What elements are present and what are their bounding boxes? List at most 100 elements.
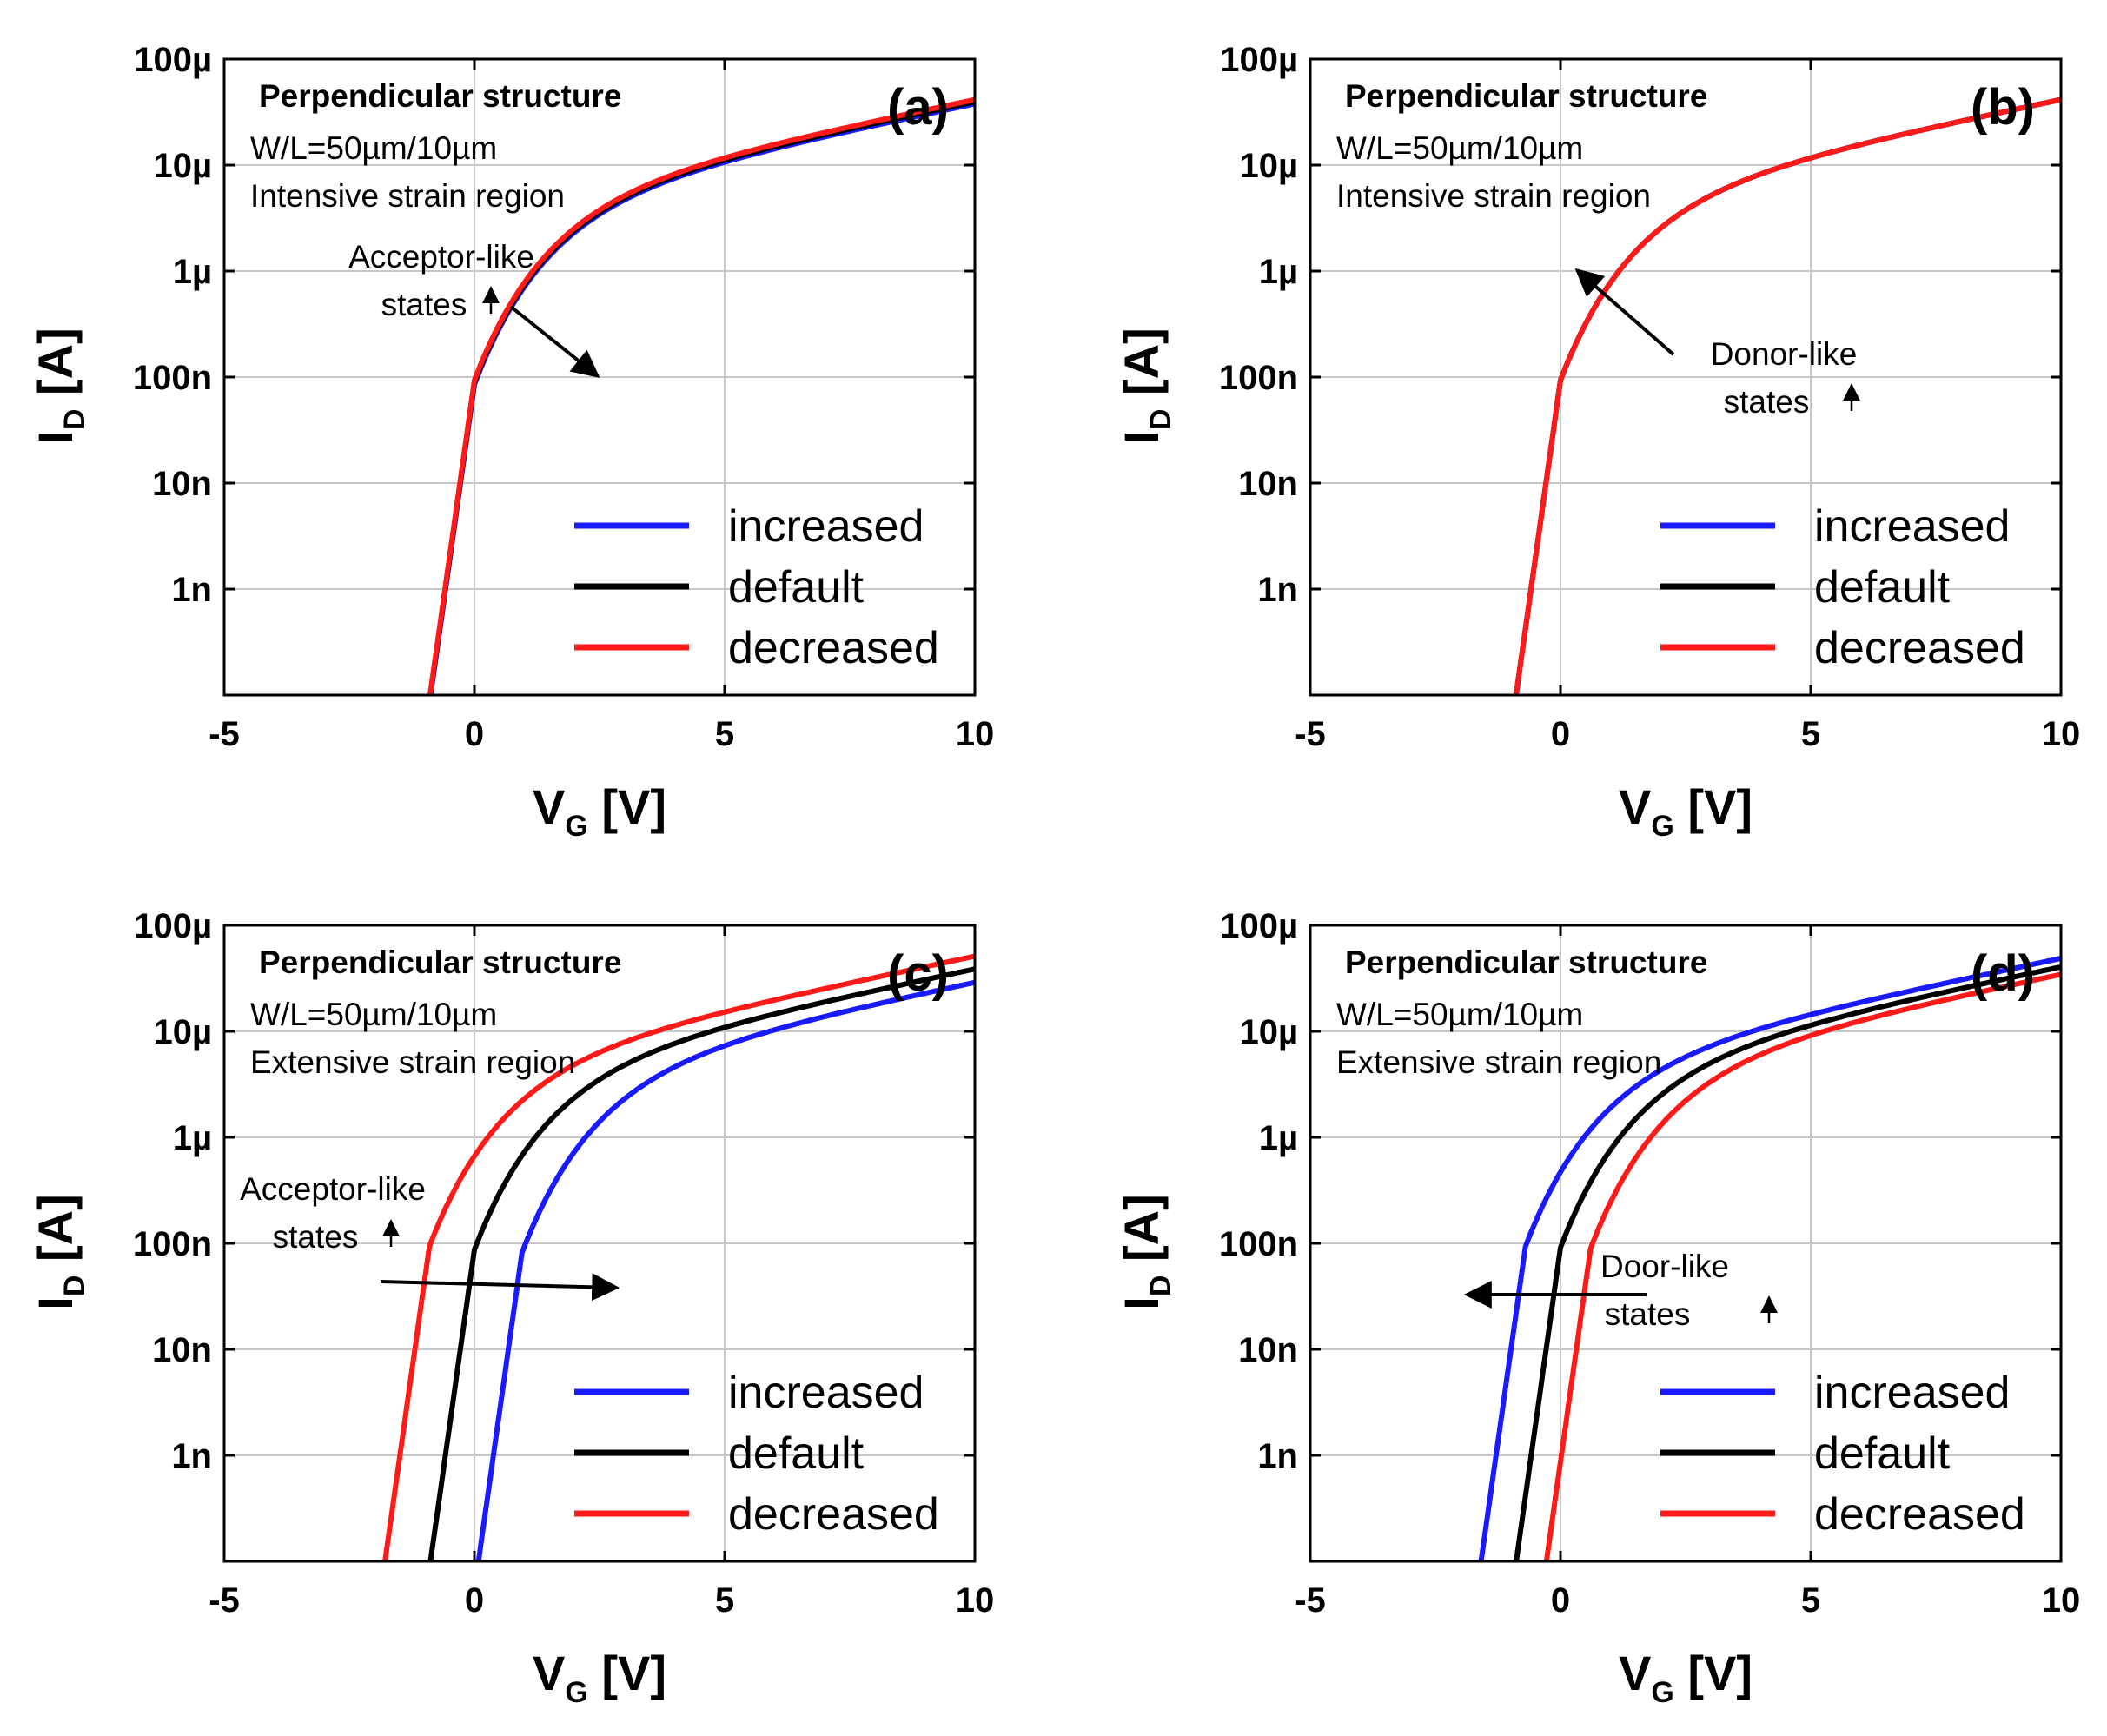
x-tick-label: 5	[715, 1581, 734, 1620]
arrow-text-line1: Acceptor-like	[240, 1171, 426, 1207]
x-tick-label: 5	[1801, 715, 1820, 753]
curves	[382, 953, 975, 1561]
y-tick-label: 1µ	[173, 253, 212, 291]
series-line-decreased	[1543, 971, 2061, 1561]
panel-b: -5 0 5 10 100µ 10µ 1µ 100n 10n 1n VG [V] ID [A] Perp…	[1114, 41, 2080, 843]
legend-label-increased: increased	[728, 1368, 924, 1418]
curves	[1478, 955, 2061, 1561]
y-tick-label: 10n	[1238, 465, 1298, 503]
series-line-increased	[1478, 955, 2061, 1561]
y-tick-label: 10µ	[153, 1013, 212, 1051]
wl-label: W/L=50µm/10µm	[1336, 130, 1583, 166]
x-tick-label: 10	[2042, 715, 2081, 753]
region-label: Intensive strain region	[250, 178, 565, 214]
arrow-text-line2: states	[1724, 384, 1810, 420]
legend-label-default: default	[1814, 1428, 1951, 1479]
y-tick-label: 1n	[1257, 1437, 1298, 1475]
y-tick-label: 1µ	[1259, 1119, 1298, 1157]
wl-label: W/L=50µm/10µm	[1336, 997, 1583, 1032]
y-axis-label: ID [A]	[1114, 1194, 1177, 1309]
x-tick-label: 10	[2042, 1581, 2081, 1620]
grid	[1310, 59, 2061, 695]
legend-label-default: default	[1814, 562, 1951, 613]
legend: increased default decreased	[1660, 1368, 2025, 1540]
legend-label-default: default	[728, 562, 865, 613]
legend: increased default decreased	[574, 1368, 939, 1540]
y-tick-label: 1n	[171, 1437, 212, 1475]
x-tick-label: 0	[465, 1581, 484, 1620]
legend: increased default decreased	[574, 501, 939, 673]
x-tick-label: 0	[1551, 715, 1570, 753]
y-tick-label: 10µ	[1239, 147, 1298, 185]
y-tick-label: 10n	[152, 465, 212, 503]
wl-label: W/L=50µm/10µm	[250, 997, 497, 1032]
y-axis-label: ID [A]	[1114, 328, 1177, 443]
panel-label: (b)	[1971, 79, 2035, 136]
x-axis-label: VG [V]	[1619, 1646, 1753, 1709]
panel-label: (a)	[887, 79, 949, 136]
y-tick-label: 1µ	[173, 1119, 212, 1157]
series-line-default	[1514, 964, 2061, 1561]
panel-d: -5 0 5 10 100µ 10µ 1µ 100n 10n 1n VG [V] ID [A] Perp…	[1114, 907, 2080, 1709]
y-tick-label: 100n	[1219, 359, 1298, 397]
shift-arrow	[1574, 268, 1675, 356]
arrow-text-line1: Acceptor-like	[348, 239, 534, 275]
arrow-annotation: Donor-like states	[1574, 268, 1860, 420]
x-tick-label: 5	[715, 715, 734, 753]
arrow-annotation: Acceptor-like states	[348, 239, 600, 378]
y-tick-label: 100n	[133, 359, 212, 397]
arrow-text-line1: Door-like	[1600, 1249, 1729, 1284]
curves	[427, 96, 975, 695]
panel-label: (d)	[1971, 945, 2035, 1002]
arrow-annotation: Door-like states	[1463, 1249, 1778, 1332]
region-label: Intensive strain region	[1336, 178, 1651, 214]
x-tick-label: -5	[1295, 715, 1326, 753]
y-tick-label: 100n	[133, 1225, 212, 1263]
structure-label: Perpendicular structure	[1345, 944, 1707, 980]
panel-label: (c)	[887, 945, 949, 1002]
region-label: Extensive strain region	[250, 1044, 575, 1080]
series-line-default	[427, 966, 975, 1561]
arrow-text-line2: states	[381, 287, 467, 322]
x-tick-label: 10	[956, 1581, 995, 1620]
y-tick-label: 1n	[1257, 571, 1298, 609]
legend-label-decreased: decreased	[728, 623, 939, 673]
panel-c: -5 0 5 10 100µ 10µ 1µ 100n 10n 1n VG [V] ID [A] Perp…	[28, 907, 994, 1709]
y-tick-label: 1µ	[1259, 253, 1298, 291]
arrow-text-line2: states	[1605, 1296, 1691, 1332]
series-line-decreased	[427, 96, 975, 695]
y-tick-label: 100µ	[134, 907, 212, 945]
legend-label-increased: increased	[1814, 1368, 2010, 1418]
legend-label-increased: increased	[728, 501, 924, 552]
y-axis-label: ID [A]	[28, 328, 91, 443]
structure-label: Perpendicular structure	[1345, 78, 1707, 114]
y-tick-label: 10µ	[153, 147, 212, 185]
region-label: Extensive strain region	[1336, 1044, 1661, 1080]
legend-label-increased: increased	[1814, 501, 2010, 552]
x-tick-label: 5	[1801, 1581, 1820, 1620]
arrow-text-line2: states	[273, 1219, 359, 1255]
shift-arrow	[380, 1273, 620, 1302]
x-axis-label: VG [V]	[533, 1646, 666, 1709]
arrow-text-line1: Donor-like	[1711, 336, 1858, 372]
series-line-increased	[475, 979, 975, 1561]
x-tick-label: -5	[1295, 1581, 1326, 1620]
structure-label: Perpendicular structure	[259, 944, 621, 980]
structure-label: Perpendicular structure	[259, 78, 621, 114]
x-tick-label: 0	[465, 715, 484, 753]
y-tick-label: 10n	[1238, 1331, 1298, 1369]
y-tick-label: 100µ	[134, 41, 212, 79]
y-tick-label: 100µ	[1220, 907, 1298, 945]
y-tick-label: 10µ	[1239, 1013, 1298, 1051]
x-tick-label: -5	[209, 715, 240, 753]
x-tick-label: -5	[209, 1581, 240, 1620]
panel-a: -5 0 5 10 100µ 10µ 1µ 100n 10n 1n VG [V] ID [A] Perp…	[28, 41, 994, 843]
x-axis-label: VG [V]	[533, 779, 666, 843]
y-axis-label: ID [A]	[28, 1194, 91, 1309]
x-axis-label: VG [V]	[1619, 779, 1753, 843]
y-tick-label: 1n	[171, 571, 212, 609]
shift-arrow	[509, 305, 600, 378]
grid	[1310, 925, 2061, 1561]
series-line-decreased	[382, 953, 975, 1561]
